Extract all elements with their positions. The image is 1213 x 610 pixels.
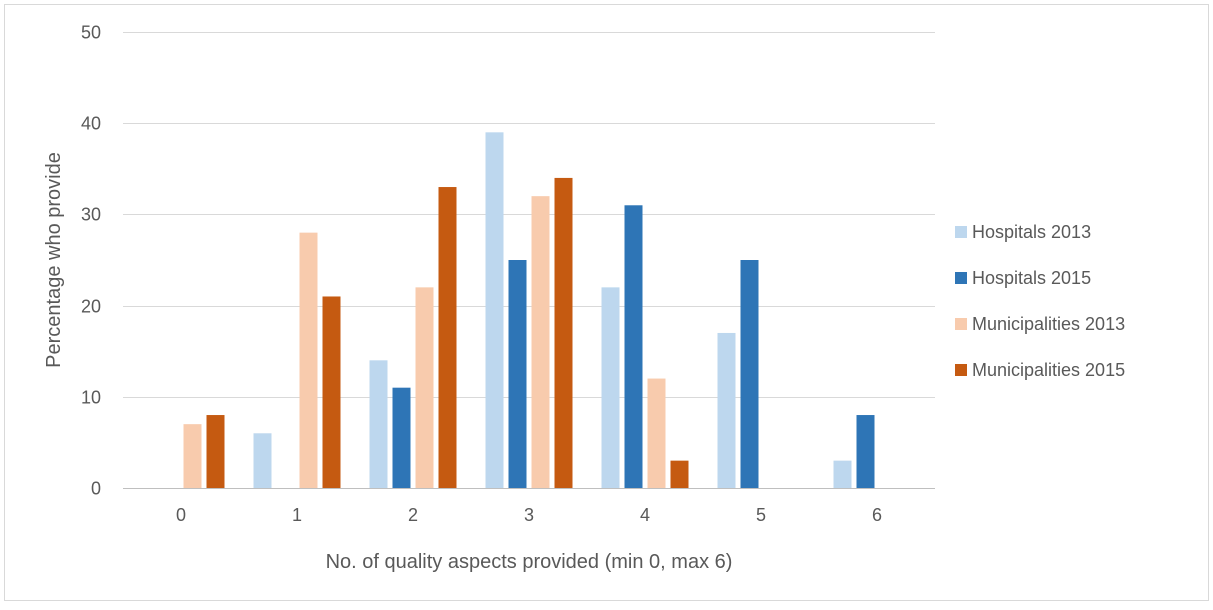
y-tick-label: 20 xyxy=(81,297,101,317)
bar xyxy=(740,260,759,488)
bar xyxy=(253,433,272,488)
legend-label: Hospitals 2015 xyxy=(972,268,1091,288)
legend-label: Municipalities 2015 xyxy=(972,360,1125,380)
bar xyxy=(485,132,504,488)
x-tick-label: 2 xyxy=(408,505,418,525)
bar xyxy=(322,296,341,488)
bar xyxy=(438,187,457,489)
gridlines xyxy=(123,32,935,489)
y-tick-label: 10 xyxy=(81,388,101,408)
bar xyxy=(508,260,527,488)
legend-swatch xyxy=(955,226,967,238)
y-tick-label: 30 xyxy=(81,205,101,225)
bar xyxy=(601,287,620,488)
bars xyxy=(183,132,875,489)
bar xyxy=(299,232,318,488)
legend-swatch xyxy=(955,364,967,376)
bar xyxy=(624,205,643,488)
y-axis-label: Percentage who provide xyxy=(43,152,65,368)
bar xyxy=(369,360,388,488)
legend-label: Hospitals 2013 xyxy=(972,222,1091,242)
bar xyxy=(531,196,550,488)
bar xyxy=(647,378,666,488)
bar xyxy=(415,287,434,488)
bar xyxy=(183,424,202,488)
x-axis-label: No. of quality aspects provided (min 0, … xyxy=(326,551,733,573)
x-tick-label: 1 xyxy=(292,505,302,525)
y-tick-label: 50 xyxy=(81,23,101,43)
x-tick-label: 3 xyxy=(524,505,534,525)
bar xyxy=(206,415,225,488)
legend-label: Municipalities 2013 xyxy=(972,314,1125,334)
bar xyxy=(554,177,573,489)
legend-swatch xyxy=(955,272,967,284)
bar xyxy=(670,460,689,488)
legend: Hospitals 2013 Hospitals 2015 Municipaliti… xyxy=(955,222,1125,380)
x-axis-ticks: 0 1 2 3 4 5 6 xyxy=(176,505,882,525)
x-tick-label: 0 xyxy=(176,505,186,525)
bar xyxy=(833,460,852,488)
bar xyxy=(392,387,411,488)
legend-swatch xyxy=(955,318,967,330)
y-axis-ticks: 0 10 20 30 40 50 xyxy=(81,23,101,499)
x-tick-label: 4 xyxy=(640,505,650,525)
y-tick-label: 40 xyxy=(81,114,101,134)
x-tick-label: 6 xyxy=(872,505,882,525)
y-tick-label: 0 xyxy=(91,479,101,499)
x-tick-label: 5 xyxy=(756,505,766,525)
bar xyxy=(856,415,875,488)
bar xyxy=(717,332,736,488)
